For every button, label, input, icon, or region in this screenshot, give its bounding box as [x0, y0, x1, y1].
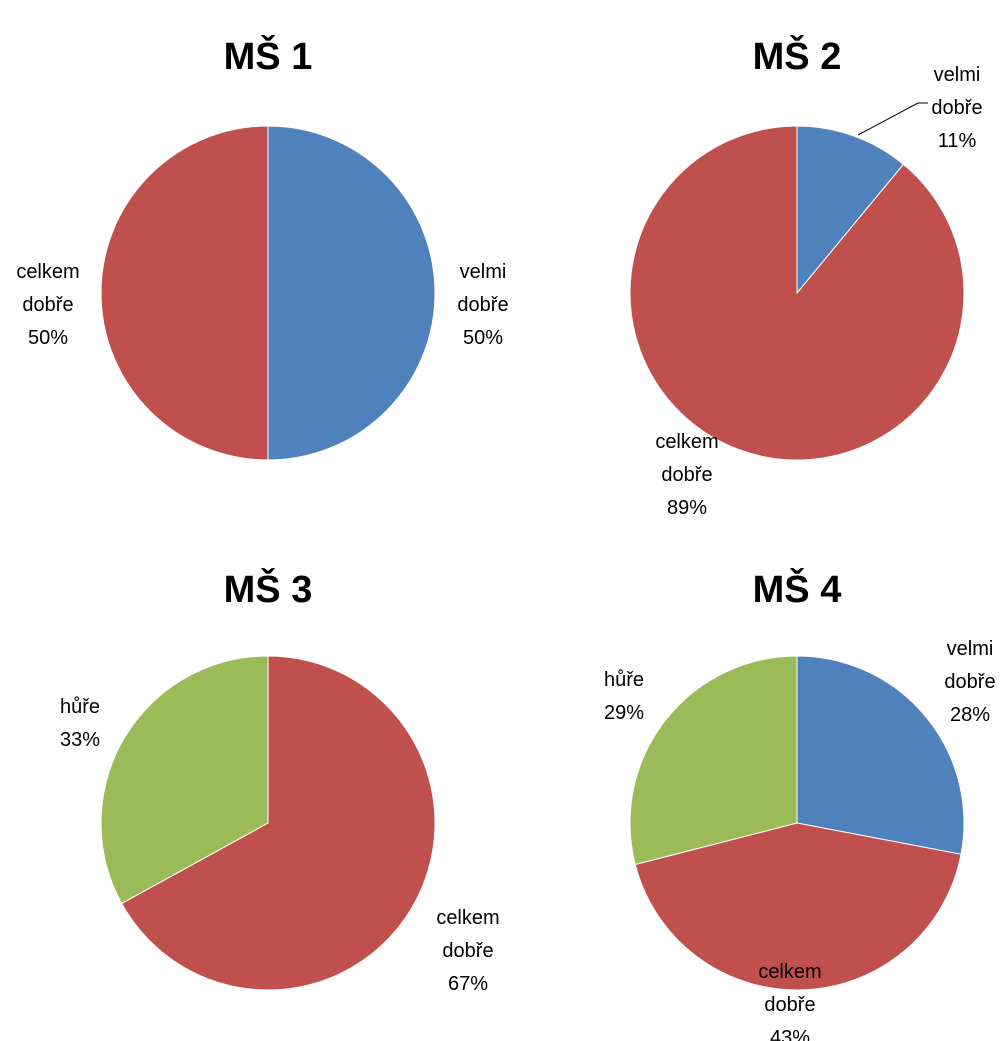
label-category-line: dobře [944, 671, 995, 693]
data-label-celkem-dobre: celkem dobře 67% [436, 907, 499, 995]
chart-title: MŠ 1 [224, 33, 313, 78]
label-category-line: dobře [22, 294, 73, 316]
label-category-line: velmi [934, 64, 981, 86]
label-category-line: celkem [655, 431, 718, 453]
data-label-celkem-dobre: celkem dobře 50% [16, 261, 79, 349]
label-category-line: velmi [460, 261, 507, 283]
label-percentage: 11% [938, 130, 977, 152]
label-percentage: 50% [463, 327, 503, 349]
pie-slice-celkem-dobre [120, 655, 436, 991]
pie-chart-ms-1: MŠ 1 velmi dobře 50% celkem dobře 50% [16, 33, 509, 461]
label-category-line: dobře [764, 994, 815, 1016]
leader-line [857, 102, 928, 136]
pie-slice-velmi-dobre [796, 655, 965, 855]
label-category-line: velmi [947, 638, 994, 660]
data-label-celkem-dobre: celkem dobře 43% [758, 961, 821, 1041]
label-category-line: hůře [60, 696, 100, 718]
pie-chart-ms-3: MŠ 3 celkem dobře 67% hůře 33% [60, 566, 500, 995]
label-category-line: celkem [758, 961, 821, 983]
data-label-velmi-dobre: velmi dobře 28% [944, 638, 995, 726]
label-percentage: 89% [667, 497, 707, 519]
data-label-celkem-dobre: celkem dobře 89% [655, 431, 718, 519]
label-percentage: 67% [448, 973, 488, 995]
label-category-line: celkem [16, 261, 79, 283]
label-category-line: celkem [436, 907, 499, 929]
label-category-line: dobře [457, 294, 508, 316]
pie-slice-celkem-dobre [629, 125, 965, 461]
label-category-line: dobře [931, 97, 982, 119]
pie-slice-velmi-dobre [796, 125, 905, 295]
label-percentage: 33% [60, 729, 100, 751]
label-percentage: 43% [770, 1027, 810, 1041]
data-label-hure: hůře 33% [60, 696, 100, 751]
chart-title: MŠ 2 [753, 33, 842, 78]
pie-slice-hure [100, 655, 269, 905]
data-label-velmi-dobre: velmi dobře 11% [931, 64, 982, 152]
label-category-line: dobře [661, 464, 712, 486]
chart-title: MŠ 4 [753, 566, 842, 611]
data-label-velmi-dobre: velmi dobře 50% [457, 261, 508, 349]
label-category-line: hůře [604, 669, 644, 691]
label-percentage: 50% [28, 327, 68, 349]
pie-slice-celkem-dobre [634, 822, 962, 991]
data-label-hure: hůře 29% [604, 669, 644, 724]
label-percentage: 29% [604, 702, 644, 724]
pie-chart-ms-2: MŠ 2 velmi dobře 11% celkem dobře 89% [629, 33, 983, 519]
pie-slice-velmi-dobre [267, 125, 436, 461]
label-percentage: 28% [950, 704, 990, 726]
label-category-line: dobře [442, 940, 493, 962]
pie-chart-ms-4: MŠ 4 velmi dobře 28% celkem dobře 43% hůře 29% [604, 566, 996, 1041]
pie-slice-celkem-dobre [100, 125, 269, 461]
chart-title: MŠ 3 [224, 566, 313, 611]
pie-slice-hure [629, 655, 798, 866]
